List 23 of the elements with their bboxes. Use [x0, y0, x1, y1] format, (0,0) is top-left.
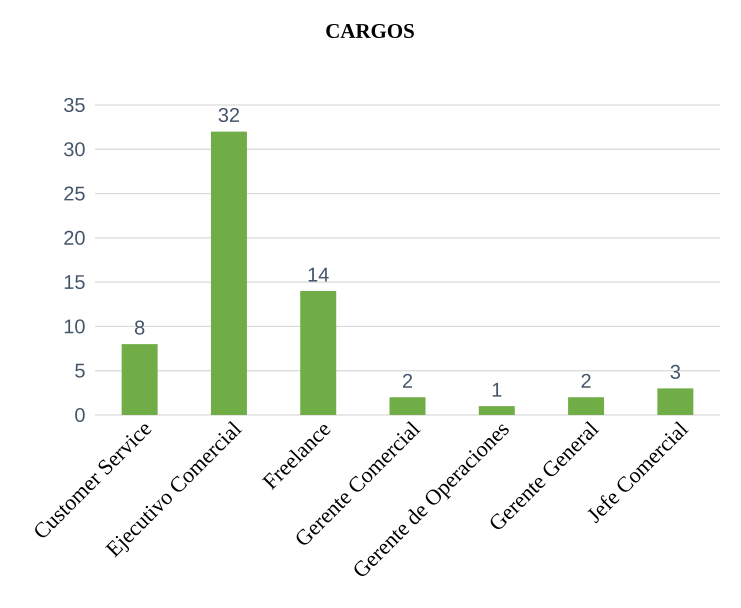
- y-tick-label: 5: [75, 364, 85, 378]
- y-tick-label: 20: [64, 230, 85, 245]
- data-label: 32: [218, 108, 240, 122]
- y-tick-label: 30: [64, 142, 85, 156]
- y-tick-label: 25: [64, 186, 85, 201]
- data-label: 8: [134, 320, 144, 335]
- bar: [478, 406, 515, 415]
- data-label: 3: [670, 364, 680, 379]
- bar: [657, 388, 694, 415]
- data-label: 2: [582, 374, 591, 388]
- bar: [122, 344, 158, 415]
- chart-title: CARGOS: [326, 24, 414, 38]
- y-tick-label: 15: [64, 275, 85, 290]
- data-label: 1: [492, 382, 502, 397]
- data-label: 14: [308, 268, 329, 282]
- bar: [390, 397, 426, 415]
- y-tick-label: 10: [64, 319, 85, 334]
- bar: [300, 291, 336, 415]
- y-tick-label: 0: [75, 408, 85, 422]
- bar: [210, 132, 247, 415]
- data-label: 2: [402, 374, 412, 388]
- bar: [568, 397, 604, 415]
- y-tick-label: 35: [64, 98, 85, 112]
